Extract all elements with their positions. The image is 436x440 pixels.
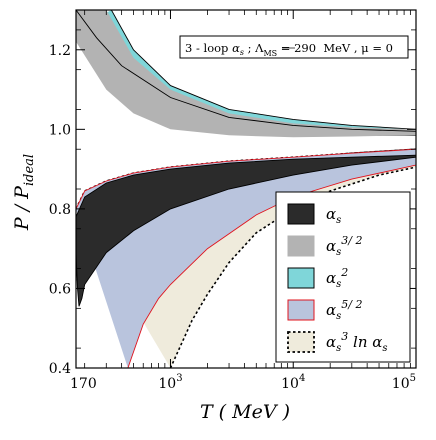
legend-swatch [287,203,315,225]
legend-label: αs3 ln αs [326,330,388,354]
ticks-layer: 170 103 104 105 0.4 0.6 0.8 1.0 1.2 [49,10,417,392]
legend-swatch [287,267,315,289]
series-2-upper-edge [76,148,416,210]
y-tick-label: 0.6 [49,281,71,297]
series-5-band [76,155,416,307]
series-4-band [76,10,416,138]
x-tick-label: 105 [392,373,416,392]
legend: αs αs3/ 2 αs2 αs5/ 2 αs3 ln αs [275,191,411,363]
legend-label: αs5/ 2 [326,298,362,322]
legend-swatch [287,331,315,353]
y-tick-label: 1.0 [49,122,71,138]
legend-label: αs [326,205,341,226]
x-tick-label: 170 [70,376,97,392]
y-tick-label: 1.2 [49,43,71,59]
legend-swatch [287,299,315,321]
x-tick-label: 104 [281,373,305,392]
annotation-text: 3 - loop αs ; ΛMS = 290 MeV , μ = 0 [185,41,393,58]
legend-label: αs3/ 2 [326,234,362,258]
annotation-box: 3 - loop αs ; ΛMS = 290 MeV , μ = 0 [179,35,409,59]
legend-label: αs2 [326,266,348,290]
series-5-upper-edge [76,154,416,217]
bands-layer [76,10,416,368]
series-3-upper-edge [111,10,416,130]
series-1-lower-edge [169,166,416,368]
legend-swatch [287,235,315,257]
x-axis-label: T ( MeV ) [200,401,290,423]
series-5-lower-edge [76,156,416,307]
series-2-lower-edge [127,164,416,368]
y-tick-label: 0.8 [49,202,71,218]
y-axis-label: P / Pideal [11,154,37,231]
curve-1 [76,10,416,132]
x-tick-label: 103 [158,373,182,392]
y-tick-label: 0.4 [49,361,71,377]
